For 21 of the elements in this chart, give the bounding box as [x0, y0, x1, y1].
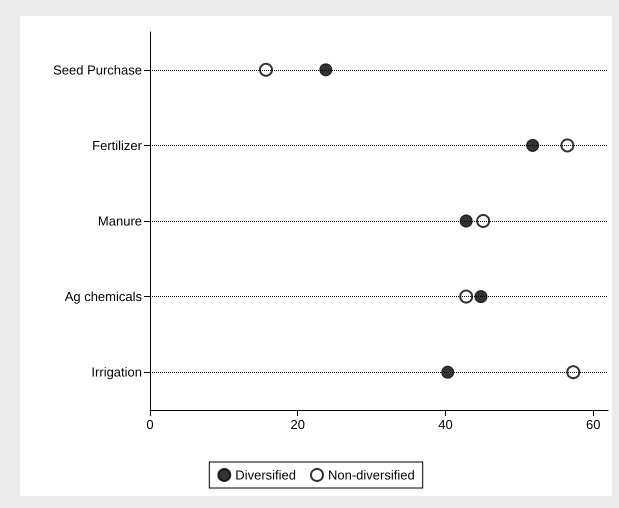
y-tick-label: Ag chemicals: [64, 289, 142, 304]
x-tick-label: 40: [438, 417, 453, 432]
point: [476, 214, 490, 228]
y-tick-label: Irrigation: [91, 364, 142, 380]
y-tick-label: Seed Purchase: [53, 62, 142, 78]
x-tick-label: 20: [290, 417, 305, 432]
point: [474, 290, 488, 304]
point: [526, 138, 540, 152]
x-tick-label: 0: [146, 417, 154, 432]
legend-label: Non-diversified: [328, 468, 415, 482]
point: [460, 214, 473, 228]
point: [441, 366, 454, 379]
y-tick-label: Manure: [98, 214, 142, 228]
x-tick-label: 60: [586, 417, 600, 432]
point: [560, 138, 574, 152]
point: [258, 62, 273, 77]
point: [566, 365, 580, 380]
point: [319, 63, 332, 76]
point: [459, 290, 474, 304]
legend-label: Diversified: [235, 468, 296, 482]
y-tick-label: Fertilizer: [92, 138, 143, 153]
